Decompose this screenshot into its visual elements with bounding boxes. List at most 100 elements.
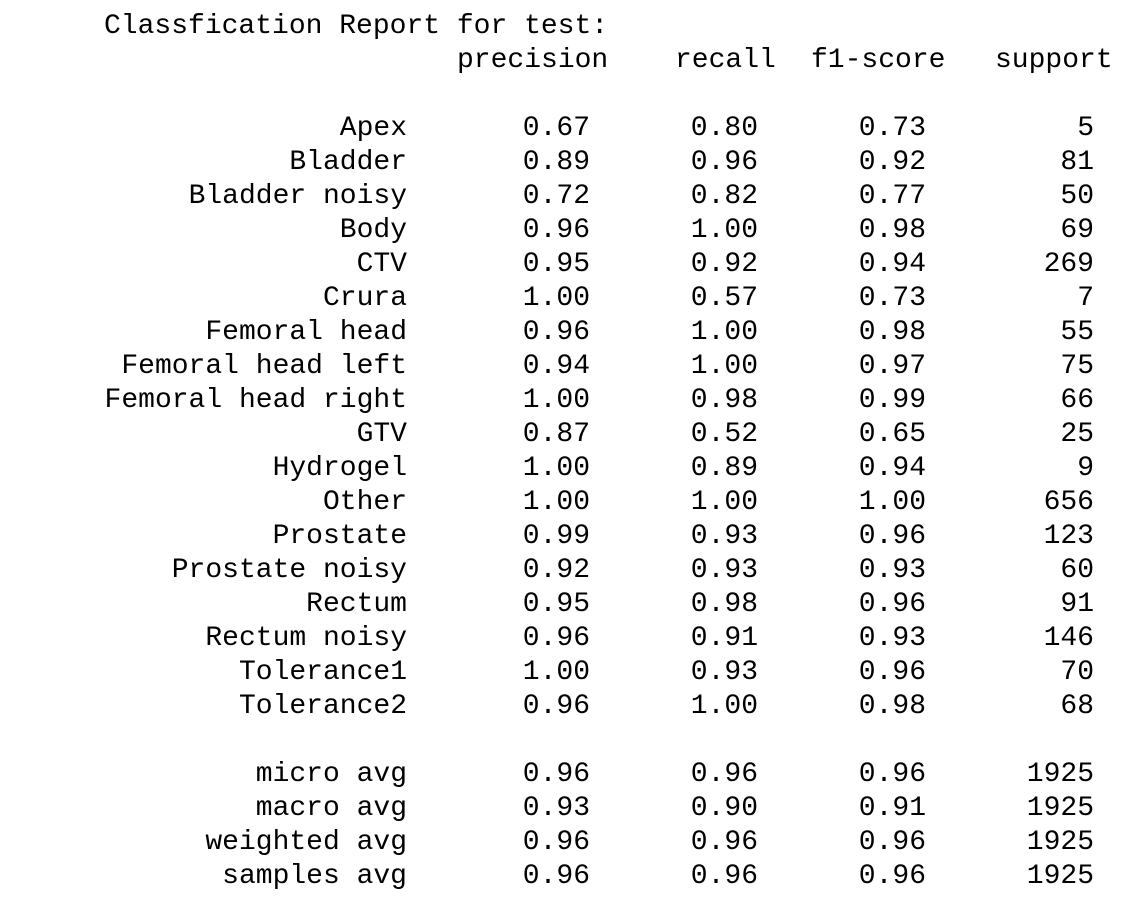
f1-score-value: 0.96 bbox=[858, 759, 926, 790]
recall-value: 1.00 bbox=[690, 691, 758, 722]
row-label: Crura bbox=[322, 283, 407, 314]
table-row: Prostate 0.99 0.93 0.96 123 bbox=[0, 520, 1124, 554]
average-row: macro avg 0.93 0.90 0.91 1925 bbox=[0, 792, 1124, 826]
precision-value: 0.94 bbox=[522, 351, 590, 382]
table-row: Crura 1.00 0.57 0.73 7 bbox=[0, 282, 1124, 316]
f1-score-value: 0.96 bbox=[858, 657, 926, 688]
support-value: 9 bbox=[1077, 453, 1094, 484]
recall-value: 0.57 bbox=[690, 283, 758, 314]
support-value: 70 bbox=[1060, 657, 1094, 688]
support-value: 91 bbox=[1060, 589, 1094, 620]
f1-score-value: 0.73 bbox=[858, 113, 926, 144]
table-row: Bladder noisy 0.72 0.82 0.77 50 bbox=[0, 180, 1124, 214]
f1-score-value: 0.73 bbox=[858, 283, 926, 314]
f1-score-value: 1.00 bbox=[858, 487, 926, 518]
recall-value: 0.90 bbox=[690, 793, 758, 824]
average-row: weighted avg 0.96 0.96 0.96 1925 bbox=[0, 826, 1124, 860]
precision-value: 1.00 bbox=[522, 385, 590, 416]
support-value: 68 bbox=[1060, 691, 1094, 722]
recall-value: 1.00 bbox=[690, 317, 758, 348]
header-precision: precision bbox=[457, 45, 609, 76]
support-value: 55 bbox=[1060, 317, 1094, 348]
precision-value: 0.96 bbox=[522, 215, 590, 246]
recall-value: 0.82 bbox=[690, 181, 758, 212]
table-row: CTV 0.95 0.92 0.94 269 bbox=[0, 248, 1124, 282]
report-title: Classfication Report for test: bbox=[104, 11, 609, 42]
header-row: precision recall f1-score support bbox=[0, 44, 1124, 78]
f1-score-value: 0.92 bbox=[858, 147, 926, 178]
table-row: Other 1.00 1.00 1.00 656 bbox=[0, 486, 1124, 520]
row-label: Hydrogel bbox=[272, 453, 407, 484]
precision-value: 1.00 bbox=[522, 453, 590, 484]
f1-score-value: 0.65 bbox=[858, 419, 926, 450]
recall-value: 1.00 bbox=[690, 215, 758, 246]
table-row: Prostate noisy 0.92 0.93 0.93 60 bbox=[0, 554, 1124, 588]
f1-score-value: 0.96 bbox=[858, 589, 926, 620]
f1-score-value: 0.96 bbox=[858, 521, 926, 552]
support-value: 269 bbox=[1043, 249, 1094, 280]
support-value: 60 bbox=[1060, 555, 1094, 586]
precision-value: 0.96 bbox=[522, 827, 590, 858]
f1-score-value: 0.91 bbox=[858, 793, 926, 824]
row-label: Prostate noisy bbox=[171, 555, 407, 586]
recall-value: 0.93 bbox=[690, 521, 758, 552]
row-label: samples avg bbox=[222, 861, 407, 892]
row-label: weighted avg bbox=[205, 827, 407, 858]
precision-value: 0.72 bbox=[522, 181, 590, 212]
row-label: micro avg bbox=[255, 759, 407, 790]
row-label: Tolerance1 bbox=[238, 657, 407, 688]
precision-value: 0.93 bbox=[522, 793, 590, 824]
recall-value: 0.96 bbox=[690, 759, 758, 790]
recall-value: 0.80 bbox=[690, 113, 758, 144]
table-row: GTV 0.87 0.52 0.65 25 bbox=[0, 418, 1124, 452]
recall-value: 0.89 bbox=[690, 453, 758, 484]
support-value: 7 bbox=[1077, 283, 1094, 314]
precision-value: 0.92 bbox=[522, 555, 590, 586]
support-value: 656 bbox=[1043, 487, 1094, 518]
recall-value: 1.00 bbox=[690, 351, 758, 382]
precision-value: 0.95 bbox=[522, 249, 590, 280]
header-f1-score: f1-score bbox=[811, 45, 946, 76]
precision-value: 0.67 bbox=[522, 113, 590, 144]
support-value: 1925 bbox=[1026, 793, 1094, 824]
precision-value: 0.95 bbox=[522, 589, 590, 620]
row-label: Femoral head right bbox=[104, 385, 407, 416]
f1-score-value: 0.93 bbox=[858, 623, 926, 654]
recall-value: 0.91 bbox=[690, 623, 758, 654]
row-label: Apex bbox=[339, 113, 407, 144]
recall-value: 0.93 bbox=[690, 555, 758, 586]
precision-value: 0.89 bbox=[522, 147, 590, 178]
f1-score-value: 0.97 bbox=[858, 351, 926, 382]
precision-value: 0.96 bbox=[522, 861, 590, 892]
precision-value: 0.96 bbox=[522, 623, 590, 654]
table-row: Femoral head left 0.94 1.00 0.97 75 bbox=[0, 350, 1124, 384]
f1-score-value: 0.77 bbox=[858, 181, 926, 212]
f1-score-value: 0.94 bbox=[858, 249, 926, 280]
support-value: 1925 bbox=[1026, 861, 1094, 892]
row-label: Bladder noisy bbox=[188, 181, 407, 212]
recall-value: 0.96 bbox=[690, 827, 758, 858]
table-row: Femoral head 0.96 1.00 0.98 55 bbox=[0, 316, 1124, 350]
table-row: Tolerance2 0.96 1.00 0.98 68 bbox=[0, 690, 1124, 724]
row-label: Rectum bbox=[306, 589, 407, 620]
precision-value: 0.99 bbox=[522, 521, 590, 552]
precision-value: 0.96 bbox=[522, 691, 590, 722]
f1-score-value: 0.96 bbox=[858, 827, 926, 858]
support-value: 1925 bbox=[1026, 827, 1094, 858]
recall-value: 0.98 bbox=[690, 385, 758, 416]
recall-value: 0.52 bbox=[690, 419, 758, 450]
precision-value: 1.00 bbox=[522, 657, 590, 688]
f1-score-value: 0.98 bbox=[858, 317, 926, 348]
header-recall: recall bbox=[675, 45, 776, 76]
support-value: 25 bbox=[1060, 419, 1094, 450]
f1-score-value: 0.99 bbox=[858, 385, 926, 416]
table-row: Apex 0.67 0.80 0.73 5 bbox=[0, 112, 1124, 146]
support-value: 66 bbox=[1060, 385, 1094, 416]
recall-value: 0.96 bbox=[690, 861, 758, 892]
support-value: 81 bbox=[1060, 147, 1094, 178]
support-value: 123 bbox=[1043, 521, 1094, 552]
precision-value: 0.96 bbox=[522, 317, 590, 348]
precision-value: 0.87 bbox=[522, 419, 590, 450]
support-value: 5 bbox=[1077, 113, 1094, 144]
